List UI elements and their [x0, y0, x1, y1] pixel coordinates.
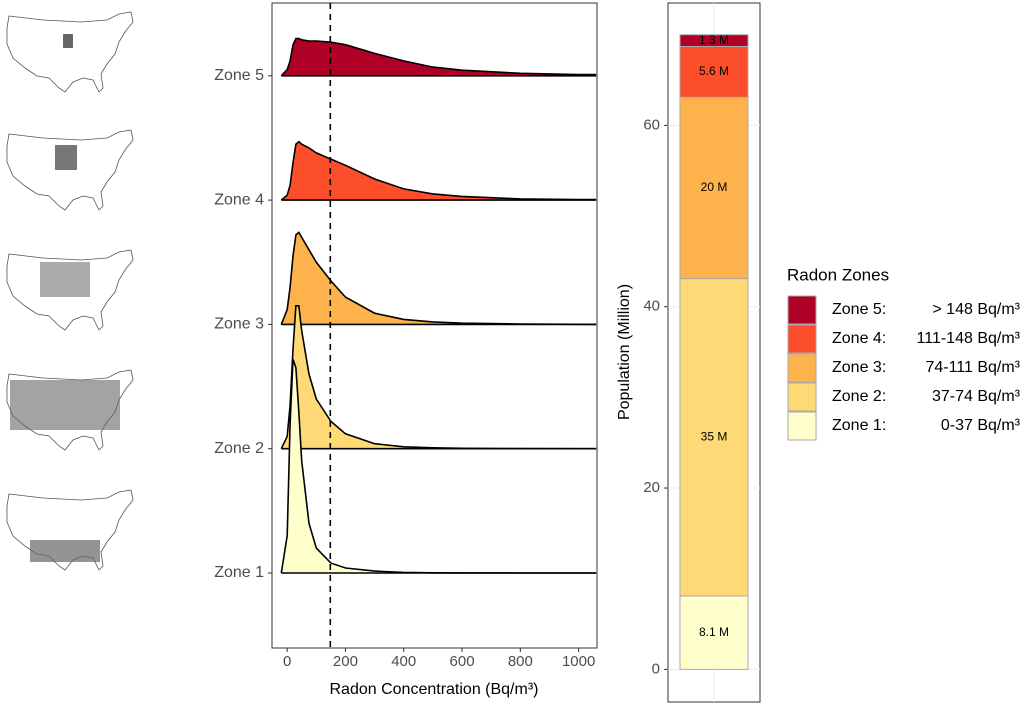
- ridge-line: [280, 37, 597, 77]
- legend-label: Zone 5:: [832, 301, 886, 318]
- bar-value-label: 5.6 M: [699, 64, 729, 78]
- legend-range: 37-74 Bq/m³: [932, 388, 1021, 405]
- legend-key: [787, 382, 817, 412]
- y-tick-label: Zone 3: [214, 316, 264, 333]
- x-tick-label: 0: [283, 653, 291, 670]
- legend-key: [787, 353, 817, 383]
- legend-title: Radon Zones: [787, 265, 889, 284]
- ridge-area: [281, 38, 597, 76]
- bar-segment: [679, 278, 749, 597]
- ridge-line: [280, 231, 597, 326]
- ridge-line: [280, 140, 597, 201]
- x-axis-title: Radon Concentration (Bq/m³): [330, 681, 539, 698]
- x-tick-label: 200: [333, 653, 358, 670]
- map-shading: [30, 540, 100, 562]
- legend-label: Zone 1:: [832, 417, 886, 434]
- y-tick-label: Zone 1: [214, 564, 264, 581]
- y-axis-title: Population (Million): [616, 284, 633, 420]
- bar-segment: [679, 96, 749, 280]
- ridge-area: [281, 232, 597, 325]
- ridge-panel: [271, 2, 598, 649]
- y-tick-label: Zone 5: [214, 67, 264, 84]
- bar-value-label: 35 M: [701, 429, 728, 443]
- ridge-area: [281, 305, 597, 449]
- bar-segment: [679, 34, 749, 48]
- legend-range: > 148 Bq/m³: [932, 301, 1020, 318]
- us-map: [6, 11, 134, 93]
- map-shading: [40, 262, 90, 297]
- legend-key: [787, 411, 817, 441]
- map-shading: [10, 380, 120, 430]
- y-tick-label: 0: [652, 660, 660, 677]
- legend-range: 0-37 Bq/m³: [941, 417, 1021, 434]
- legend-range: 111-148 Bq/m³: [917, 330, 1021, 347]
- x-tick-label: 600: [450, 653, 475, 670]
- maps: [6, 11, 134, 571]
- bar-value-label: 8.1 M: [699, 625, 729, 639]
- x-tick-label: 1000: [562, 653, 595, 670]
- ridge-area: [281, 141, 597, 201]
- ridge-area: [281, 359, 597, 573]
- y-tick-label: 20: [643, 479, 660, 496]
- bar-value-label: 20 M: [701, 180, 728, 194]
- x-tick-label: 400: [391, 653, 416, 670]
- y-tick-label: 40: [643, 298, 660, 315]
- legend-label: Zone 2:: [832, 388, 886, 405]
- legend-label: Zone 4:: [832, 330, 886, 347]
- x-tick-label: 800: [508, 653, 533, 670]
- y-tick-label: Zone 4: [214, 191, 264, 208]
- y-tick-label: Zone 2: [214, 440, 264, 457]
- legend-label: Zone 3:: [832, 359, 886, 376]
- map-shading: [63, 34, 73, 48]
- bar-segment: [679, 595, 749, 670]
- y-tick-label: 60: [643, 116, 660, 133]
- legend-key: [787, 295, 817, 325]
- legend-range: 74-111 Bq/m³: [925, 359, 1020, 376]
- bar-value-label: 1.3 M: [699, 33, 729, 47]
- map-shading: [55, 145, 77, 170]
- bar-segment: [679, 46, 749, 98]
- legend-key: [787, 324, 817, 354]
